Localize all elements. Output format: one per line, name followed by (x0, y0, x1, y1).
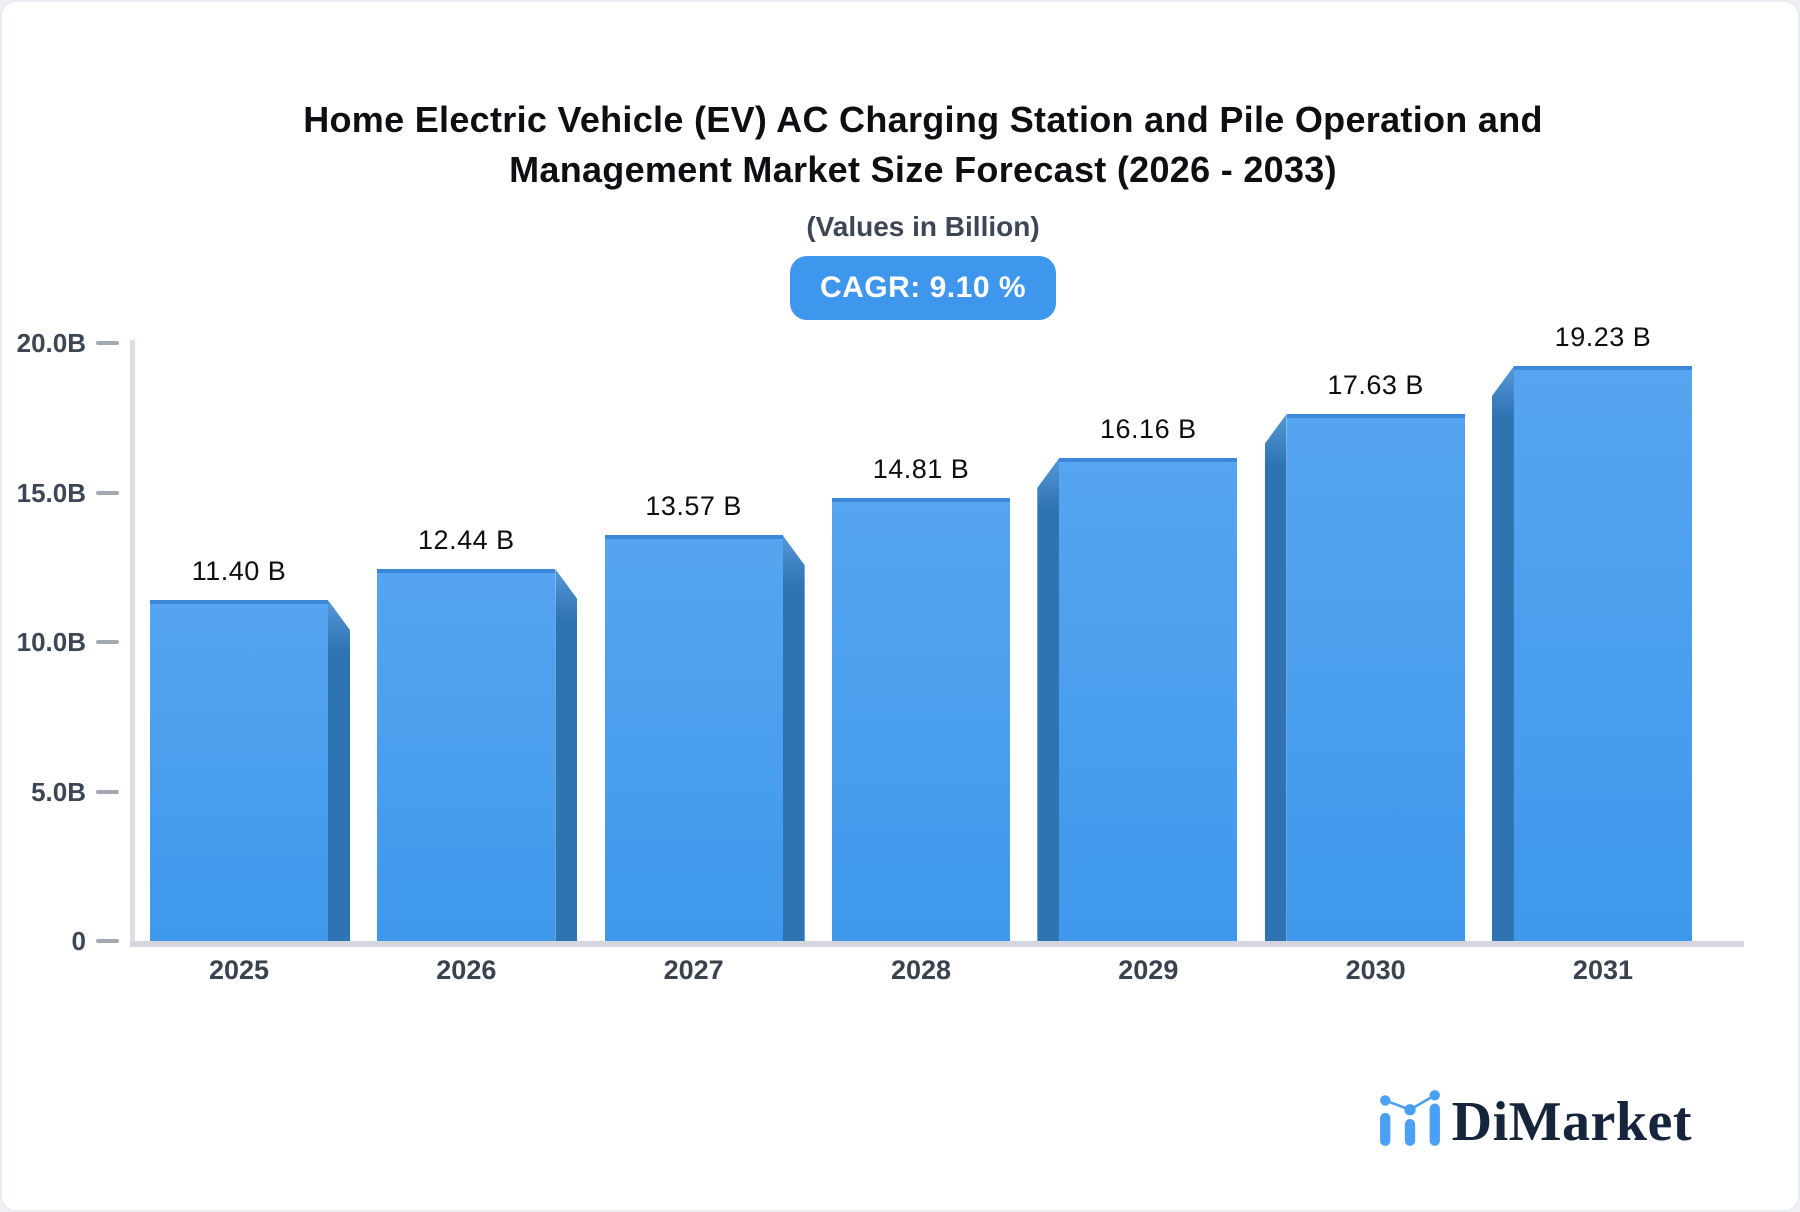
bar-2025[interactable] (150, 600, 328, 941)
title-line-1: Home Electric Vehicle (EV) AC Charging S… (303, 99, 1543, 140)
bar-2027[interactable] (604, 535, 783, 941)
bar-2028[interactable] (831, 498, 1010, 941)
x-axis-line (130, 941, 1744, 947)
x-axis-label-2027: 2027 (663, 955, 724, 985)
y-axis-tick (96, 640, 119, 644)
bar-side-face-2030 (1264, 413, 1287, 941)
x-axis-label-2031: 2031 (1572, 955, 1633, 985)
bar-value-label-2030: 17.63 B (1327, 369, 1424, 400)
x-axis-label-2026: 2026 (436, 955, 497, 985)
x-axis-label-2030: 2030 (1345, 955, 1406, 985)
x-axis-label-2029: 2029 (1118, 955, 1179, 985)
y-axis-label: 0 (71, 926, 86, 956)
bar-2029[interactable] (1059, 457, 1238, 941)
bar-2026[interactable] (377, 569, 556, 941)
bar-2030[interactable] (1286, 413, 1465, 941)
bar-value-label-2028: 14.81 B (872, 454, 970, 485)
bar-value-label-2031: 19.23 B (1554, 322, 1652, 353)
brand-chart-icon (1379, 1090, 1440, 1146)
brand-logo: DiMarket (1378, 1088, 1692, 1150)
y-axis-label: 10.0B (16, 627, 86, 657)
y-axis-tick (96, 939, 119, 943)
bar-value-label-2029: 16.16 B (1100, 413, 1197, 444)
page-title: Home Electric Vehicle (EV) AC Charging S… (46, 95, 1800, 195)
bar-2031[interactable] (1513, 366, 1692, 941)
y-axis-tick (96, 490, 119, 495)
y-axis-label: 5.0B (31, 776, 86, 807)
bar-side-face-2027 (782, 535, 805, 941)
cagr-badge: CAGR: 9.10 % (789, 256, 1057, 320)
brand-name: DiMarket (1451, 1091, 1692, 1153)
bar-side-face-2026 (555, 569, 578, 941)
x-axis-label-2028: 2028 (890, 955, 952, 985)
y-axis-line (130, 340, 135, 947)
bar-value-label-2025: 11.40 B (191, 556, 287, 587)
bar-side-face-2031 (1491, 366, 1514, 941)
y-axis-tick (96, 789, 119, 794)
chart-subtitle: (Values in Billion) (806, 211, 1040, 242)
bar-value-label-2027: 13.57 B (645, 491, 742, 522)
title-line-2: Management Market Size Forecast (2026 - … (509, 149, 1337, 190)
chart-header: Home Electric Vehicle (EV) AC Charging S… (46, 0, 1800, 320)
y-axis-tick (96, 341, 119, 345)
bar-side-face-2025 (328, 600, 350, 941)
y-axis-label: 15.0B (16, 477, 86, 508)
bar-chart: 20.0B 15.0B 10.0B 5.0B 0 11.40 B 2025 12.44 B 2… (0, 322, 1800, 1003)
bar-value-label-2026: 12.44 B (418, 525, 515, 556)
y-axis-label: 20.0B (16, 328, 86, 358)
bar-side-face-2029 (1037, 457, 1060, 941)
x-axis-label-2025: 2025 (208, 955, 270, 985)
